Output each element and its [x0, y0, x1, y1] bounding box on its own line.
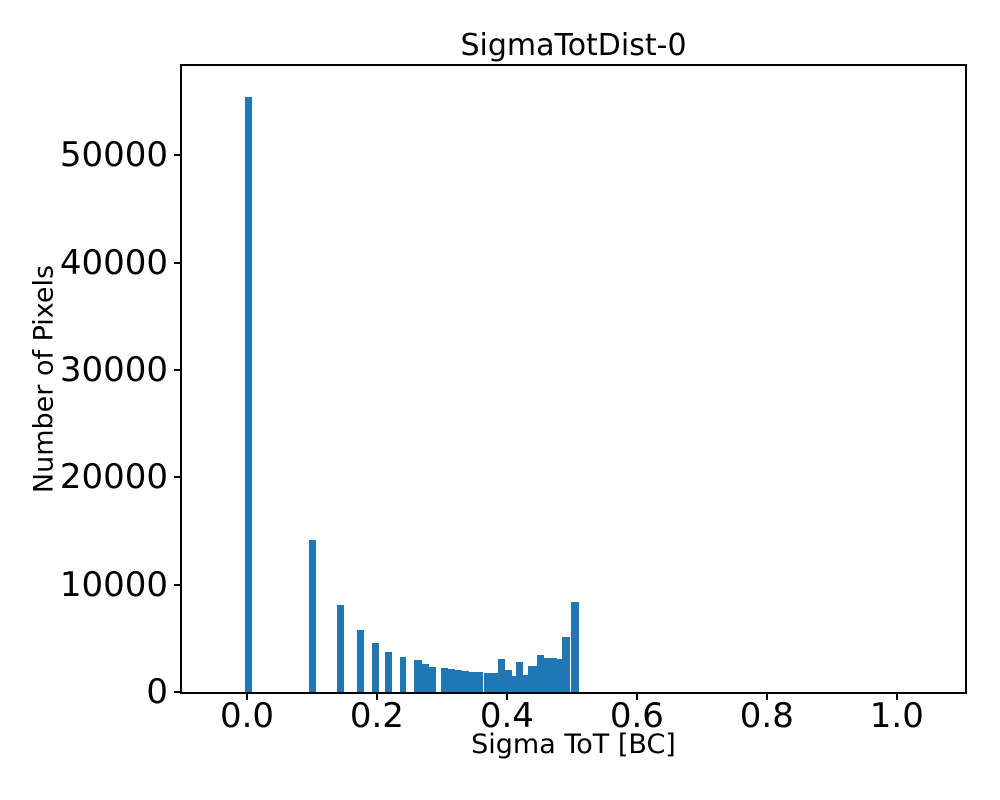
bars-layer: [182, 66, 965, 692]
histogram-bar: [561, 636, 571, 692]
histogram-bar: [536, 655, 544, 692]
x-tick-mark: [246, 692, 248, 700]
histogram-bar: [337, 605, 345, 692]
histogram-bar: [476, 672, 484, 692]
histogram-bar: [454, 669, 462, 692]
y-tick-mark: [174, 154, 182, 157]
histogram-bar: [384, 652, 393, 692]
histogram-bar: [399, 656, 407, 692]
y-tick-label: 20000: [59, 457, 168, 498]
histogram-bar: [244, 97, 252, 692]
x-tick-label: 0.4: [479, 696, 534, 736]
histogram-bar: [516, 661, 524, 692]
histogram-bar: [309, 539, 317, 692]
histogram-bar: [447, 668, 455, 692]
y-tick-label: 40000: [59, 242, 168, 283]
x-tick-mark: [505, 692, 508, 700]
histogram-bar: [527, 666, 537, 692]
x-axis-label: Sigma ToT [BC]: [471, 729, 676, 760]
y-tick-mark: [174, 476, 182, 479]
y-tick-label: 30000: [59, 349, 168, 390]
histogram-bar: [371, 643, 379, 692]
y-tick-label: 50000: [59, 135, 168, 176]
x-tick-label: 1.0: [869, 696, 924, 736]
y-tick-mark: [174, 691, 182, 693]
histogram-bar: [440, 667, 448, 692]
histogram-bar: [429, 667, 436, 692]
histogram-bar: [462, 670, 470, 692]
histogram-bar: [570, 601, 579, 692]
y-tick-label: 10000: [59, 564, 168, 605]
x-tick-label: 0.2: [349, 696, 404, 736]
x-tick-mark: [635, 692, 638, 700]
x-tick-mark: [895, 692, 898, 700]
histogram-bar: [543, 658, 557, 692]
histogram-bar: [512, 675, 517, 692]
x-tick-mark: [765, 692, 768, 700]
histogram-bar: [497, 659, 505, 692]
y-tick-mark: [174, 368, 182, 371]
x-tick-label: 0.8: [739, 696, 794, 736]
histogram-bar: [504, 670, 513, 692]
histogram-bar: [483, 672, 491, 692]
histogram-bar: [421, 664, 430, 692]
histogram-bar: [413, 660, 422, 692]
chart-title: SigmaTotDist-0: [460, 28, 687, 63]
histogram-bar: [356, 629, 365, 692]
y-tick-label: 0: [146, 672, 168, 712]
y-tick-mark: [174, 261, 182, 264]
x-tick-mark: [375, 692, 378, 700]
histogram-bar: [469, 671, 477, 692]
plot-area: [182, 66, 965, 692]
histogram-bar: [556, 658, 562, 692]
histogram-bar: [490, 673, 498, 692]
y-tick-mark: [174, 583, 182, 586]
x-tick-label: 0.6: [609, 696, 664, 736]
x-tick-label: 0.0: [219, 696, 275, 736]
histogram-bar: [523, 674, 528, 692]
